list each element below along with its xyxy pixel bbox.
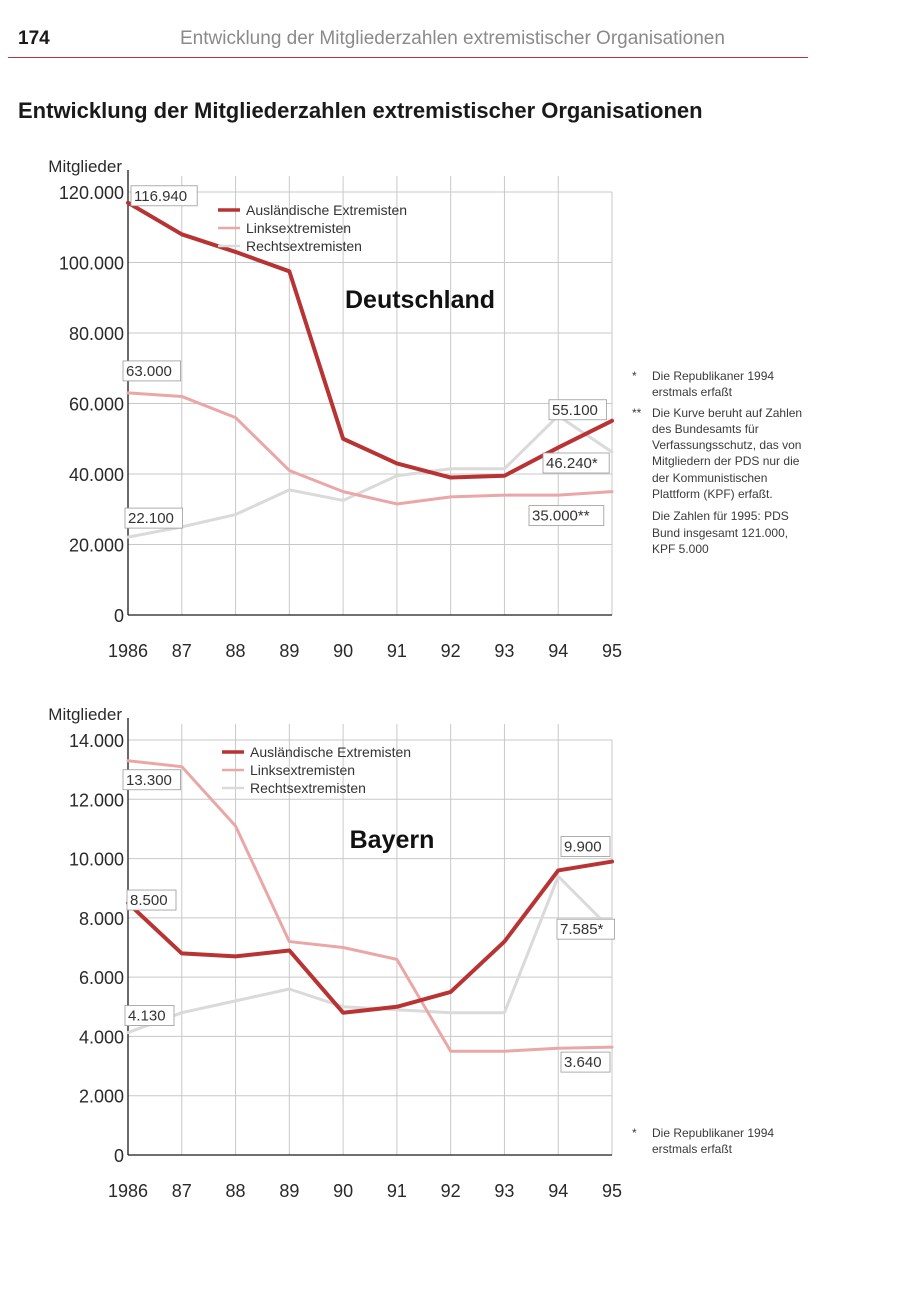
de-ytick-label: 0 [114,606,124,626]
de-xtick-label: 1986 [108,641,148,661]
de-data-label-box [124,507,183,529]
de-xtick-label: 95 [602,641,622,661]
de-xtick-label: 91 [387,641,407,661]
de-legend-label-auslaendische: Ausländische Extremisten [246,202,407,218]
de-data-label: 55.100 [552,402,598,419]
de-xtick-label: 90 [333,641,353,661]
de-ylabel: Mitglieder [48,157,122,176]
de-ytick-label: 100.000 [59,254,124,274]
by-ytick-label: 12.000 [69,790,124,810]
de-legend-label-rechts: Rechtsextremisten [246,238,362,254]
by-ytick-label: 8.000 [79,909,124,929]
by-series-auslaendische [126,859,614,1015]
de-data-label-box [542,452,610,474]
footnote-2: ** Die Kurve beruht auf Zahlen des Bunde… [632,405,812,503]
footnote-bayern-1: * Die Republikaner 1994 erstmals erfaßt [632,1125,812,1158]
by-ytick-label: 0 [114,1146,124,1166]
by-data-label-box [560,836,611,857]
by-data-label: 8.500 [130,892,168,909]
by-xtick-label: 91 [387,1181,407,1201]
de-series-rechts [126,414,614,539]
by-xtick-label: 88 [226,1181,246,1201]
by-xtick-label: 95 [602,1181,622,1201]
by-data-label-box [556,918,615,940]
by-xtick-label: 94 [548,1181,568,1201]
de-data-label-box [122,360,181,382]
de-data-label: 22.100 [128,510,174,527]
de-xtick-label: 87 [172,641,192,661]
by-xtick-label: 89 [279,1181,299,1201]
by-ytick-label: 14.000 [69,731,124,751]
de-data-label: 35.000** [532,508,590,525]
by-ylabel: Mitglieder [48,705,122,724]
by-legend-label-links: Linksextremisten [250,762,355,778]
by-chart-title: Bayern [350,826,435,854]
footnote-2-mark: ** [632,405,642,420]
footnotes-deutschland: * Die Republikaner 1994 erstmals erfaßt … [632,368,812,557]
by-data-label: 7.585* [560,921,604,938]
by-ytick-label: 10.000 [69,850,124,870]
de-xtick-label: 92 [441,641,461,661]
de-ytick-label: 120.000 [59,183,124,203]
de-ytick-label: 60.000 [69,395,124,415]
by-legend-label-auslaendische: Ausländische Extremisten [250,744,411,760]
by-xtick-label: 87 [172,1181,192,1201]
de-data-label: 116.940 [134,188,187,205]
de-data-label-box [528,505,605,527]
de-ytick-label: 20.000 [69,536,124,556]
de-xtick-label: 88 [226,641,246,661]
by-data-label: 4.130 [128,1008,166,1025]
by-ytick-label: 4.000 [79,1027,124,1047]
chart-deutschland-svg: 0 20.000 40.000 60.000 80.000 100.000 120.000 1… [48,157,622,661]
by-data-label-box [124,1005,175,1026]
by-ytick-label: 2.000 [79,1087,124,1107]
footnote-bayern-1-mark: * [632,1126,637,1140]
footnote-1: * Die Republikaner 1994 erstmals erfaßt [632,368,812,401]
by-legend-label-rechts: Rechtsextremisten [250,780,366,796]
de-series-links [126,391,614,506]
footnotes-bayern: * Die Republikaner 1994 erstmals erfaßt [632,1125,812,1158]
by-xtick-label: 90 [333,1181,353,1201]
by-xtick-label: 93 [494,1181,514,1201]
page-header: 174 Entwicklung der Mitgliederzahlen ext… [0,0,900,62]
by-data-label-box [126,889,177,911]
de-data-label-box [130,185,198,207]
by-data-label-box [122,769,181,791]
de-data-label: 63.000 [126,363,172,380]
by-xtick-label: 92 [441,1181,461,1201]
by-data-label: 9.900 [564,839,602,856]
by-ytick-label: 6.000 [79,968,124,988]
de-ytick-label: 40.000 [69,465,124,485]
footnote-2-text: Die Kurve beruht auf Zahlen des Bundesam… [652,405,803,502]
footnote-1-text: Die Republikaner 1994 erstmals erfaßt [652,369,775,400]
de-legend-label-links: Linksextremisten [246,220,351,236]
footnote-1995-figures: Die Zahlen für 1995: PDS Bund insgesamt … [652,509,789,556]
page-number: 174 [18,28,50,49]
chart-bayern-svg: 0 2.000 4.000 6.000 8.000 10.000 12.000 14.000 1… [48,705,622,1201]
by-series-links [126,759,614,1053]
by-data-label: 3.640 [564,1054,602,1071]
de-data-label-box [548,399,607,421]
running-head: Entwicklung der Mitgliederzahlen extremi… [180,28,725,49]
de-xtick-label: 94 [548,641,568,661]
footnote-1-mark: * [632,369,637,383]
header-rule [8,57,808,58]
de-series-auslaendische [126,200,614,480]
de-ytick-label: 80.000 [69,324,124,344]
chart-bayern: 0 2.000 4.000 6.000 8.000 10.000 12.000 14.000 1… [0,700,640,1220]
by-data-label: 13.300 [126,772,172,789]
footnote-bayern-1-text: Die Republikaner 1994 erstmals erfaßt [652,1126,775,1157]
de-xtick-label: 89 [279,641,299,661]
de-xtick-label: 93 [494,641,514,661]
de-chart-title: Deutschland [345,286,495,314]
by-data-label-box [560,1051,611,1073]
chart-deutschland: 0 20.000 40.000 60.000 80.000 100.000 120.000 1… [0,150,640,670]
de-data-label: 46.240* [546,455,598,472]
by-xtick-label: 1986 [108,1181,148,1201]
page-title: Entwicklung der Mitgliederzahlen extremi… [18,98,703,123]
